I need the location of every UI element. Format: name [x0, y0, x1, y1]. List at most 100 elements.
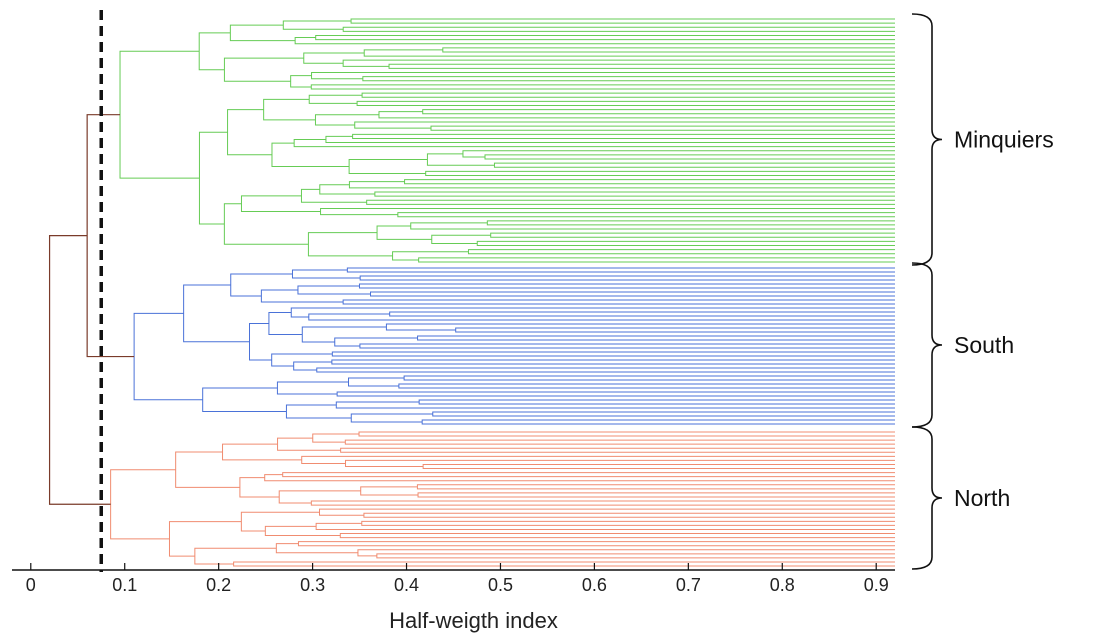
cluster-minquiers-branch [350, 18, 895, 24]
cluster-south-branch [398, 383, 895, 389]
cluster-minquiers-branch [315, 34, 895, 41]
cluster-south-branch [316, 367, 895, 373]
cluster-minquiers-branch [374, 191, 895, 197]
cluster-south-branch [342, 299, 895, 305]
cluster-north-branch [319, 508, 895, 516]
cluster-north-branch [417, 492, 895, 498]
cluster-minquiers-branch [223, 203, 309, 245]
cluster-south-branch [348, 377, 405, 387]
cluster-north-branch [357, 549, 895, 557]
cluster-south-branch [331, 351, 895, 357]
cluster-south-branch [418, 399, 895, 405]
cluster-minquiers-branch [348, 181, 895, 189]
cluster-north-branch [194, 547, 277, 565]
cluster-south-branch [336, 391, 895, 397]
cluster-label-minquiers: Minquiers [954, 127, 1054, 153]
x-tick-label: 0.5 [488, 575, 513, 595]
cluster-north-branch [278, 490, 361, 504]
x-tick-label: 0.6 [582, 575, 607, 595]
cluster-south-branch [297, 285, 371, 295]
cluster-minquiers-branch [442, 47, 895, 53]
cluster-south-branch [276, 381, 349, 395]
cluster-south-branch [417, 335, 895, 341]
cluster-south-branch [268, 312, 303, 335]
cluster-north-branch [361, 520, 895, 526]
cluster-label-north: North [954, 485, 1010, 511]
cluster-south-branch [432, 411, 895, 417]
cluster-south-branch [350, 413, 433, 423]
cluster-south-branch [291, 269, 361, 279]
cluster-minquiers-branch [348, 159, 428, 174]
cluster-minquiers-branch [467, 249, 895, 255]
cluster-minquiers-branch [366, 199, 895, 205]
cluster-south-branch [260, 289, 344, 303]
cluster-minquiers-branch [342, 59, 895, 67]
cluster-minquiers-branch [223, 57, 304, 82]
cluster-north-branch [297, 541, 895, 547]
cluster-minquiers-branch [314, 114, 379, 126]
cluster-south-branch [359, 275, 895, 281]
cluster-north-branch [315, 522, 895, 530]
x-tick-label: 0.9 [864, 575, 889, 595]
x-axis-ticks: 0 0.1 0.2 0.3 0.4 0.5 0.6 0.7 0.8 0.9 [26, 563, 889, 595]
cluster-minquiers [119, 18, 895, 263]
cluster-braces: Minquiers South North [911, 13, 1054, 570]
cluster-south-branch [133, 312, 203, 401]
cluster-south-branch [389, 311, 895, 317]
inter-cluster-links [48, 114, 135, 505]
x-tick-label: 0.8 [770, 575, 795, 595]
cluster-minquiers-branch [307, 232, 393, 257]
cluster-north-branch [416, 484, 895, 490]
cluster-north-branch [277, 437, 341, 451]
cluster-label-south: South [954, 332, 1014, 358]
cluster-north-branch [222, 443, 302, 461]
cluster-south-branch [403, 375, 895, 381]
cluster-north-branch [360, 486, 419, 496]
cluster-north-branch [363, 512, 895, 518]
cluster-north-branch [344, 439, 895, 445]
cluster-minquiers-branch [363, 49, 895, 57]
cluster-south-branch [455, 327, 895, 333]
cluster-north-branch [310, 500, 895, 506]
cluster-north-branch [358, 431, 895, 437]
cluster-north-branch [110, 469, 176, 540]
cluster-minquiers-branch [404, 179, 895, 185]
cluster-minquiers-branch [426, 153, 495, 166]
cluster-minquiers-branch [198, 32, 231, 71]
cluster-minquiers-branch [300, 188, 367, 203]
cluster-minquiers-branch [290, 75, 312, 88]
cluster-north-branch [340, 447, 895, 453]
cluster-south-branch [271, 353, 333, 367]
cluster-minquiers-branch [397, 212, 895, 218]
brace-north [911, 426, 943, 570]
cluster-minquiers-branch [119, 50, 200, 179]
cluster-south-branch [421, 419, 895, 425]
cluster-south-branch [331, 359, 895, 365]
cluster-south-branch [285, 404, 352, 419]
cluster-minquiers-branch [490, 232, 895, 238]
cluster-minquiers-branch [361, 92, 895, 98]
cluster-minquiers-branch [310, 84, 895, 90]
cluster-minquiers-branch [227, 109, 272, 156]
dendrogram-branches [110, 18, 895, 567]
cluster-south-branch [335, 401, 895, 409]
cluster-minquiers-branch [354, 121, 895, 129]
cluster-minquiers-branch [376, 225, 432, 240]
cluster-minquiers-branch [425, 170, 895, 177]
cluster-minquiers-branch [418, 257, 895, 263]
cluster-minquiers-branch [493, 162, 895, 168]
cluster-south-branch [183, 284, 250, 343]
cluster-south-branch [358, 283, 895, 289]
cluster-minquiers-branch [476, 240, 895, 247]
cluster-south [133, 267, 895, 425]
cluster-minquiers-branch [410, 222, 895, 230]
cluster-minquiers-branch [282, 20, 352, 30]
x-tick-label: 0.4 [394, 575, 419, 595]
cluster-minquiers-branch [422, 109, 895, 115]
cluster-north-branch [312, 433, 360, 443]
cluster-south-branch [290, 307, 895, 318]
cluster-south-branch [359, 343, 895, 349]
x-axis-label: Half-weigth index [389, 608, 558, 633]
cluster-minquiers-branch [198, 131, 228, 225]
